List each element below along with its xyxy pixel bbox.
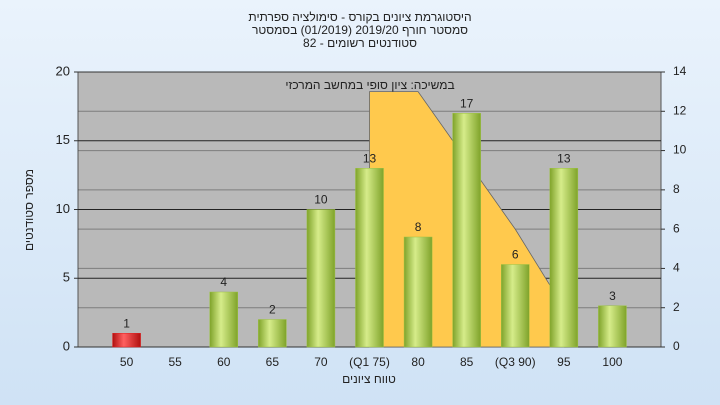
- y-axis-label: מספר סטודנטים: [22, 169, 36, 251]
- value-label: 13: [557, 151, 571, 165]
- y2-tick-label: 10: [673, 143, 687, 157]
- bar: [403, 236, 433, 348]
- series-label: במשיכה: ציון סופי במחשב המרכזי: [285, 78, 454, 92]
- value-label: 2: [269, 303, 276, 317]
- x-tick-label: 80: [411, 355, 425, 369]
- title: סמסטר חורף 2019/20 (01/2019) בסמסטר: [252, 23, 468, 37]
- x-tick-label: 60: [217, 355, 231, 369]
- value-label: 3: [609, 289, 616, 303]
- bar: [112, 333, 141, 348]
- y-tick-label: 20: [56, 63, 70, 78]
- y-tick-label: 5: [63, 270, 70, 285]
- bar: [501, 264, 530, 348]
- title: סטודנטים רשומים - 82: [303, 36, 417, 50]
- x-tick-label: 55: [168, 355, 182, 369]
- bar: [209, 291, 238, 348]
- y2-tick-label: 4: [673, 261, 680, 275]
- bar: [355, 168, 384, 348]
- x-tick-label: 100: [602, 355, 622, 369]
- x-tick-label: 70: [314, 355, 328, 369]
- bar: [258, 319, 287, 348]
- x-tick-label: 65: [266, 355, 280, 369]
- x-axis-label: טווח ציונים: [342, 372, 396, 386]
- bar: [598, 305, 627, 348]
- value-label: 4: [220, 275, 227, 289]
- value-label: 13: [363, 151, 377, 165]
- x-tick-label: (Q1 75): [349, 355, 390, 369]
- value-label: 17: [460, 96, 474, 110]
- y-tick-label: 10: [56, 201, 70, 216]
- y2-tick-label: 12: [673, 103, 687, 117]
- bar: [306, 209, 336, 348]
- x-tick-label: 95: [557, 355, 571, 369]
- bar: [549, 168, 579, 348]
- y-tick-label: 0: [63, 338, 70, 353]
- title: היסטוגרמת ציונים בקורס - סימולציה ספרתית: [248, 10, 471, 24]
- y-tick-label: 15: [56, 132, 70, 147]
- value-label: 8: [415, 220, 422, 234]
- bar: [452, 113, 481, 348]
- y2-tick-label: 14: [673, 64, 687, 78]
- x-tick-label: 50: [120, 355, 134, 369]
- x-tick-label: 85: [460, 355, 474, 369]
- x-tick-label: (Q3 90): [495, 355, 536, 369]
- y2-tick-label: 6: [673, 221, 680, 235]
- value-label: 1: [123, 316, 130, 330]
- y2-tick-label: 0: [673, 339, 680, 353]
- y2-tick-label: 8: [673, 182, 680, 196]
- value-label: 6: [512, 248, 519, 262]
- value-label: 10: [314, 193, 328, 207]
- y2-tick-label: 2: [673, 300, 680, 314]
